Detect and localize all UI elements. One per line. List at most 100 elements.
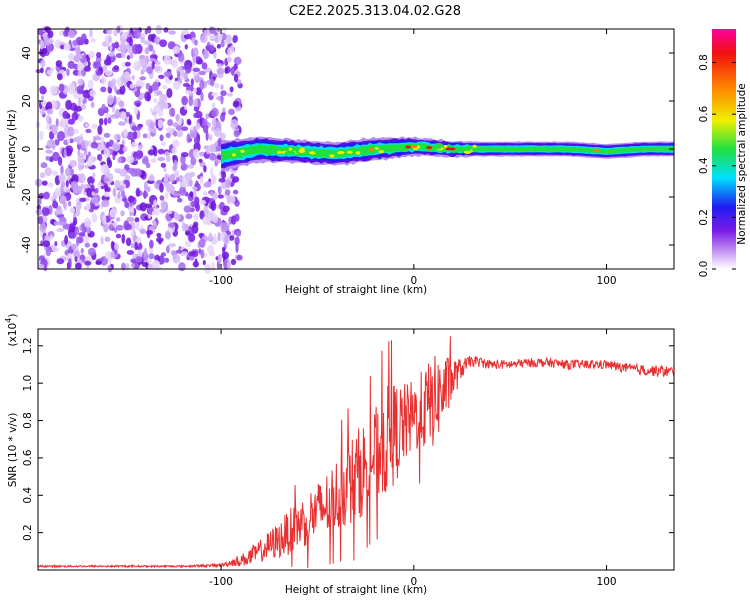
noise-blob xyxy=(184,90,192,95)
noise-blob xyxy=(189,191,194,198)
noise-blob xyxy=(188,95,193,107)
noise-blob xyxy=(165,127,173,133)
spectrogram-y-ticks: -40 -20 0 20 40 xyxy=(21,46,674,254)
signal-hotspot xyxy=(463,150,472,154)
noise-blob xyxy=(118,100,125,108)
noise-blob xyxy=(193,137,200,144)
noise-blob xyxy=(142,133,148,139)
noise-blob xyxy=(234,213,240,222)
noise-blob xyxy=(42,240,51,248)
noise-blob xyxy=(45,155,51,161)
noise-blob xyxy=(203,165,207,173)
noise-blob xyxy=(153,104,162,113)
noise-blob xyxy=(181,95,188,106)
signal-hotspot xyxy=(361,152,366,156)
noise-blob xyxy=(119,84,126,95)
noise-blob xyxy=(232,36,238,44)
snr-y-label: SNR (10 * v/v) xyxy=(7,413,19,488)
noise-blob xyxy=(221,251,230,260)
noise-blob xyxy=(186,164,195,169)
noise-blob xyxy=(222,205,230,213)
noise-blob xyxy=(129,83,136,89)
noise-blob xyxy=(68,138,74,144)
noise-blob xyxy=(101,103,106,111)
noise-blob xyxy=(71,112,79,121)
noise-blob xyxy=(205,113,209,120)
noise-blob xyxy=(154,60,161,65)
noise-blob xyxy=(220,84,224,90)
noise-blob xyxy=(84,242,91,248)
noise-blob xyxy=(108,224,114,231)
noise-blob xyxy=(100,163,109,174)
noise-blob xyxy=(75,201,82,211)
noise-blob xyxy=(75,262,82,270)
noise-blob xyxy=(113,133,122,141)
noise-blob xyxy=(213,51,217,59)
noise-blob xyxy=(209,191,215,196)
noise-blob xyxy=(211,117,217,128)
noise-blob xyxy=(131,125,138,132)
y-tick-label: 1.0 xyxy=(22,375,34,392)
noise-blob xyxy=(112,153,116,161)
noise-blob xyxy=(180,152,189,158)
noise-blob xyxy=(184,230,190,236)
noise-blob xyxy=(160,162,167,168)
noise-blob xyxy=(100,136,104,146)
noise-blob xyxy=(208,134,213,141)
noise-blob xyxy=(75,47,81,56)
noise-blob xyxy=(177,70,181,80)
noise-blob xyxy=(172,45,181,55)
noise-blob xyxy=(167,222,176,228)
noise-blob xyxy=(193,221,199,228)
noise-blob xyxy=(104,34,113,45)
signal-hotspot xyxy=(298,149,306,153)
noise-blob xyxy=(190,78,194,87)
noise-blob xyxy=(200,91,204,102)
noise-blob xyxy=(97,181,102,190)
noise-blob xyxy=(63,43,71,52)
noise-blob xyxy=(102,214,107,225)
noise-blob xyxy=(143,247,148,258)
noise-blob xyxy=(148,44,154,52)
signal-hotspot xyxy=(271,146,277,150)
noise-blob xyxy=(55,60,63,68)
noise-blob xyxy=(68,82,76,92)
signal-hotspot xyxy=(456,146,464,150)
noise-blob xyxy=(170,250,177,256)
noise-blob xyxy=(166,88,173,99)
noise-blob xyxy=(136,102,140,108)
noise-blob xyxy=(193,148,200,159)
noise-blob xyxy=(108,173,114,183)
noise-blob xyxy=(182,83,190,87)
noise-blob xyxy=(159,134,164,142)
noise-blob xyxy=(135,221,140,227)
noise-blob xyxy=(146,229,151,239)
noise-blob xyxy=(129,114,133,123)
noise-blob xyxy=(208,251,216,257)
noise-blob xyxy=(78,173,86,184)
noise-blob xyxy=(85,128,92,134)
noise-blob xyxy=(57,73,63,81)
signal-hotspot xyxy=(326,150,335,154)
noise-blob xyxy=(210,167,214,178)
signal-hotspot xyxy=(277,150,282,154)
noise-blob xyxy=(62,110,69,119)
noise-blob xyxy=(130,141,138,148)
noise-blob xyxy=(207,113,212,118)
noise-blob xyxy=(103,191,110,197)
noise-blob xyxy=(128,37,133,47)
noise-blob xyxy=(137,81,146,87)
noise-blob xyxy=(87,176,95,185)
noise-blob xyxy=(163,27,169,33)
noise-blob xyxy=(222,107,226,113)
noise-blob xyxy=(56,228,65,232)
noise-blob xyxy=(234,199,240,207)
noise-blob xyxy=(195,180,199,188)
noise-blob xyxy=(227,92,233,97)
noise-blob xyxy=(180,126,189,131)
noise-blob xyxy=(226,194,232,204)
noise-blob xyxy=(208,35,216,40)
noise-blob xyxy=(128,206,132,214)
noise-blob xyxy=(135,150,143,160)
noise-blob xyxy=(78,115,84,122)
